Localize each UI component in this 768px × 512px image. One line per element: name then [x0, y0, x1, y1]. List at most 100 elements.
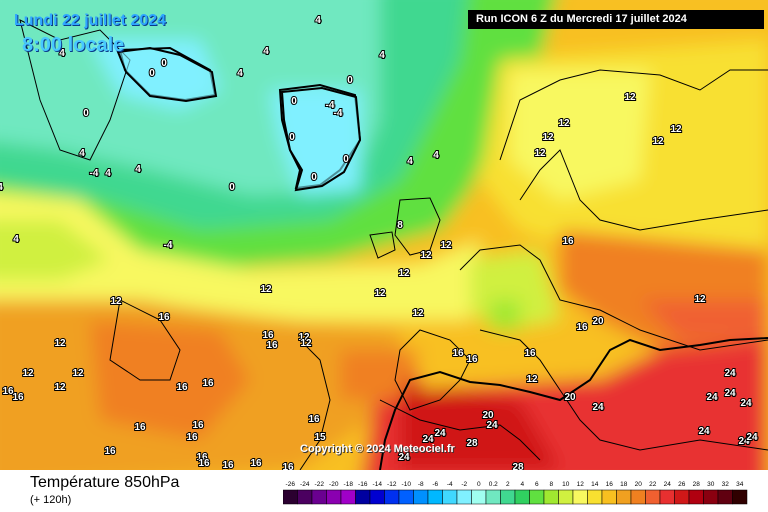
legend-label: 30 [707, 481, 715, 488]
map-value-label: 16 [262, 330, 274, 341]
map-value-label: 16 [576, 322, 588, 333]
legend-label: -14 [373, 481, 383, 488]
legend-label: 20 [635, 481, 643, 488]
legend-label: 18 [620, 481, 628, 488]
map-value-label: 0 [291, 96, 297, 107]
map-value-label: 16 [196, 452, 208, 463]
map-value-label: 16 [198, 458, 210, 469]
map-value-label: 24 [706, 392, 718, 403]
legend-swatch [398, 489, 414, 505]
map-value-label: 12 [412, 308, 424, 319]
map-value-label: 24 [398, 452, 410, 463]
map-value-label: 12 [374, 288, 386, 299]
map-value-label: 12 [624, 92, 636, 103]
map-value-label: 16 [202, 378, 214, 389]
map-value-label: 12 [72, 368, 84, 379]
isotherm-0-a [116, 46, 218, 103]
map-value-label: 24 [740, 398, 752, 409]
legend-swatch [659, 489, 675, 505]
legend-label: 6 [535, 481, 539, 488]
legend-label: 28 [693, 481, 701, 488]
map-value-label: 24 [434, 428, 446, 439]
legend-label: 26 [678, 481, 686, 488]
map-value-label: 0 [229, 182, 235, 193]
map-value-label: 20 [592, 316, 604, 327]
legend-swatch [717, 489, 733, 505]
legend-label: -12 [387, 481, 397, 488]
map-value-label: 16 [562, 236, 574, 247]
legend-label: -16 [358, 481, 368, 488]
legend-swatch [543, 489, 559, 505]
legend-swatch [485, 489, 501, 505]
legend-label: 2 [506, 481, 510, 488]
map-value-label: 12 [652, 136, 664, 147]
legend-swatch [703, 489, 719, 505]
map-value-label: 12 [542, 132, 554, 143]
map-value-label: 24 [724, 388, 736, 399]
map-value-label: 12 [420, 250, 432, 261]
map-value-label: 12 [54, 338, 66, 349]
map-value-label: 24 [746, 432, 758, 443]
legend-label: -22 [315, 481, 325, 488]
map-value-label: 12 [398, 268, 410, 279]
map-value-label: 16 [158, 312, 170, 323]
temperature-field [0, 0, 768, 470]
map-value-label: 24 [724, 368, 736, 379]
forecast-time: 8:00 locale [22, 34, 125, 56]
legend-label: 14 [591, 481, 599, 488]
map-value-label: 4 [59, 48, 65, 59]
map-value-label: 12 [260, 284, 272, 295]
map-value-label: 20 [564, 392, 576, 403]
map-value-label: 16 [176, 382, 188, 393]
map-value-label: 28 [512, 462, 524, 470]
legend-swatch [384, 489, 400, 505]
map-value-label: 12 [534, 148, 546, 159]
map-value-label: 24 [698, 426, 710, 437]
map-value-label: 0 [311, 172, 317, 183]
map-value-label: 12 [526, 374, 538, 385]
map-value-label: 12 [110, 296, 122, 307]
legend-swatch [572, 489, 588, 505]
map-value-label: 16 [452, 348, 464, 359]
map-value-label: 12 [670, 124, 682, 135]
legend-label: 0.2 [489, 481, 498, 488]
map-value-label: 4 [79, 148, 85, 159]
map-value-label: 12 [440, 240, 452, 251]
map-value-label: 16 [134, 422, 146, 433]
legend-label: 16 [606, 481, 614, 488]
legend-swatch [732, 489, 748, 505]
legend-label: 32 [722, 481, 730, 488]
legend-label: -2 [461, 481, 467, 488]
map-value-label: 24 [738, 436, 750, 447]
map-value-label: 4 [379, 50, 385, 61]
map-value-label: 24 [486, 420, 498, 431]
copyright-notice: Copyright © 2024 Meteociel.fr [300, 443, 455, 455]
legend-label: 22 [649, 481, 657, 488]
map-value-label: 4 [433, 150, 439, 161]
map-value-label: 12 [298, 332, 310, 343]
map-value-label: 16 [222, 460, 234, 470]
legend-swatch [413, 489, 429, 505]
map-value-label: -4 [164, 240, 173, 251]
legend-label: 34 [736, 481, 744, 488]
legend-swatch [355, 489, 371, 505]
map-value-labels: 400444400-4-40004404-4440-44481212121216… [0, 14, 759, 470]
map-value-label: 0 [83, 108, 89, 119]
legend-swatch [369, 489, 385, 505]
legend-label: -8 [418, 481, 424, 488]
map-value-label: 0 [347, 75, 353, 86]
legend-label: -10 [402, 481, 412, 488]
map-value-label: 0 [149, 68, 155, 79]
map-value-label: 0 [343, 154, 349, 165]
map-value-label: -4 [334, 108, 343, 119]
legend-label: -18 [344, 481, 354, 488]
legend-swatch [471, 489, 487, 505]
legend-label: -26 [286, 481, 296, 488]
legend-swatch [630, 489, 646, 505]
map-value-label: 16 [104, 446, 116, 457]
map-value-label: 16 [2, 386, 14, 397]
map-value-label: 16 [192, 420, 204, 431]
legend-swatch [311, 489, 327, 505]
legend-swatch [601, 489, 617, 505]
map-value-label: 4 [263, 46, 269, 57]
